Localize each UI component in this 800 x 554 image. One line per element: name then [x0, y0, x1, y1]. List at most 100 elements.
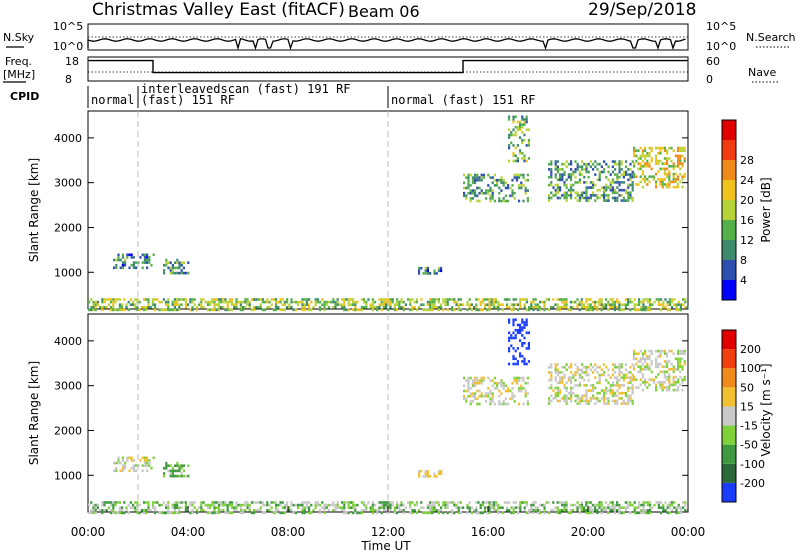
scatter-cell	[92, 306, 95, 309]
scatter-cell	[556, 298, 559, 301]
scatter-cell	[618, 391, 621, 395]
scatter-cell	[508, 128, 511, 132]
scatter-cell	[526, 173, 529, 177]
scatter-cell	[178, 271, 181, 275]
scatter-cell	[517, 303, 520, 306]
scatter-cell	[380, 303, 383, 306]
scatter-cell	[343, 509, 346, 512]
scatter-cell	[143, 258, 146, 262]
scatter-cell	[618, 165, 621, 169]
scatter-cell	[465, 379, 468, 382]
scatter-cell	[670, 383, 673, 387]
scatter-cell	[418, 469, 421, 473]
scatter-cell	[121, 506, 124, 509]
scatter-cell	[424, 308, 427, 312]
scatter-cell	[666, 183, 669, 186]
scatter-cell	[151, 506, 154, 509]
scatter-cell	[129, 298, 132, 301]
scatter-cell	[585, 503, 588, 507]
scatter-cell	[587, 186, 590, 189]
scatter-cell	[583, 303, 586, 306]
scatter-cell	[600, 389, 603, 392]
colorbar-tick-label: 50	[740, 381, 754, 394]
scatter-cell	[663, 162, 666, 165]
scatter-cell	[253, 306, 256, 309]
scatter-cell	[554, 175, 557, 179]
scatter-cell	[308, 506, 311, 509]
scatter-cell	[481, 501, 484, 504]
scatter-cell	[496, 384, 499, 388]
scatter-cell	[611, 300, 614, 304]
scatter-cell	[603, 194, 606, 197]
scatter-cell	[231, 511, 234, 515]
scatter-cell	[516, 157, 519, 160]
scatter-cell	[246, 506, 249, 509]
scatter-cell	[594, 509, 597, 512]
scatter-cell	[587, 389, 590, 392]
scatter-cell	[165, 506, 168, 509]
scatter-cell	[374, 300, 377, 304]
scatter-cell	[565, 381, 568, 385]
scatter-cell	[644, 154, 647, 158]
scatter-cell	[206, 506, 209, 509]
scatter-cell	[508, 349, 511, 353]
scatter-cell	[217, 298, 220, 301]
scatter-cell	[292, 503, 295, 507]
scatter-cell	[618, 511, 621, 515]
scatter-cell	[677, 368, 680, 371]
scatter-cell	[171, 264, 174, 267]
scatter-cell	[503, 298, 506, 301]
scatter-cell	[674, 185, 677, 189]
scatter-cell	[485, 400, 488, 403]
scatter-cell	[165, 300, 168, 304]
scatter-cell	[158, 511, 161, 515]
scatter-cell	[633, 349, 636, 353]
colorbar-tick-label: 8	[740, 254, 747, 267]
scatter-cell	[666, 149, 669, 152]
scatter-cell	[474, 376, 477, 380]
scatter-cell	[504, 402, 507, 406]
scatter-cell	[523, 138, 526, 142]
scatter-cell	[644, 178, 647, 181]
scatter-cell	[272, 511, 275, 515]
scatter-cell	[576, 397, 579, 400]
scatter-cell	[182, 266, 185, 270]
scatter-cell	[402, 503, 405, 507]
scatter-cell	[442, 503, 445, 507]
scatter-cell	[476, 176, 479, 179]
scatter-cell	[396, 506, 399, 509]
scatter-cell	[554, 376, 557, 379]
scatter-cell	[128, 469, 131, 473]
colorbar-swatch	[722, 368, 736, 388]
scatter-cell	[638, 503, 641, 507]
scatter-cell	[290, 503, 293, 507]
scatter-cell	[184, 306, 187, 309]
scatter-cell	[661, 167, 664, 171]
scatter-cell	[491, 197, 494, 200]
scatter-cell	[550, 175, 553, 179]
scatter-cell	[635, 378, 638, 381]
scatter-cell	[629, 376, 632, 379]
scatter-cell	[585, 391, 588, 395]
scatter-cell	[683, 349, 686, 353]
scatter-cell	[325, 300, 328, 304]
scatter-cell	[409, 503, 412, 507]
scatter-cell	[672, 375, 675, 379]
scatter-cell	[550, 371, 553, 374]
scatter-cell	[226, 503, 229, 507]
scatter-cell	[319, 306, 322, 309]
scatter-cell	[261, 300, 264, 304]
scatter-cell	[616, 298, 619, 301]
scatter-cell	[266, 298, 269, 301]
scatter-cell	[525, 511, 528, 515]
scatter-cell	[387, 501, 390, 504]
scatter-cell	[629, 501, 632, 504]
scatter-cell	[631, 389, 634, 392]
scatter-cell	[121, 263, 124, 267]
scatter-cell	[264, 308, 267, 312]
scatter-cell	[165, 511, 168, 515]
scatter-cell	[523, 501, 526, 504]
scatter-cell	[250, 511, 253, 515]
scatter-cell	[543, 511, 546, 515]
scatter-cell	[171, 472, 174, 475]
